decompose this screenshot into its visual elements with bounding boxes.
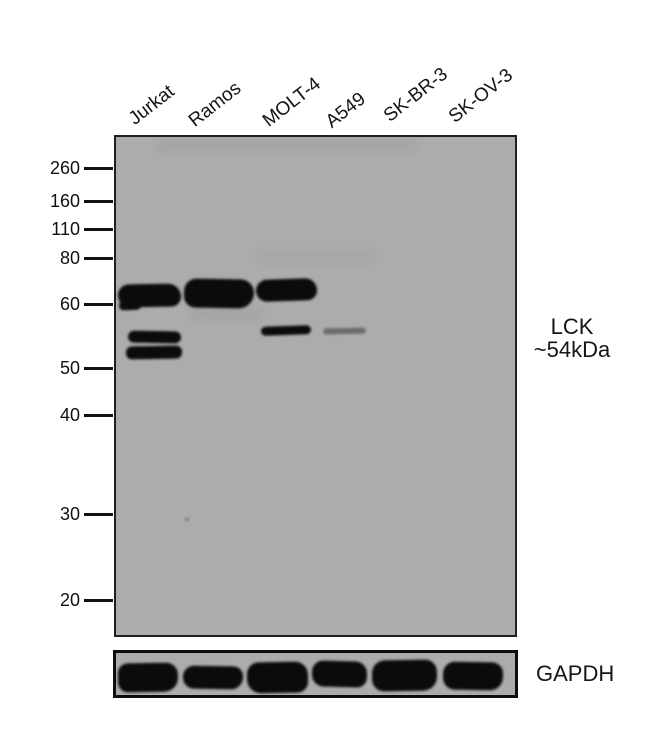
band-lck-a549-faint (322, 327, 367, 335)
mw-label-160: 160 (49, 191, 80, 211)
mw-tick-80 (84, 257, 113, 260)
target-size-label: ~54kDa (533, 337, 611, 362)
target-name-label: LCK (550, 314, 594, 339)
lane-label-skov3: SK-OV-3 (444, 64, 517, 128)
mw-label-110: 110 (51, 219, 80, 239)
membrane-smudge (191, 309, 261, 319)
lane-label-ramos: Ramos (184, 77, 246, 132)
mw-tick-40 (84, 414, 113, 417)
lck-membrane-panel (114, 135, 517, 637)
mw-label-20: 20 (59, 590, 80, 610)
mw-label-50: 50 (59, 358, 80, 378)
mw-label-30: 30 (59, 504, 80, 524)
membrane-speck (185, 518, 189, 521)
mw-tick-30 (84, 513, 113, 516)
mw-label-60: 60 (59, 294, 80, 314)
lane-label-jurkat: Jurkat (124, 81, 179, 130)
band-lck-jurkat-doublet-lower (125, 345, 183, 360)
target-annotation: LCK ~54kDa (531, 315, 613, 361)
band-gapdh-jurkat (117, 662, 179, 693)
band-lck-ramos-main (183, 278, 255, 309)
band-lck-jurkat-main-tail (118, 300, 142, 311)
band-lck-molt4-main (255, 277, 318, 303)
gapdh-membrane-panel (113, 650, 518, 698)
band-gapdh-skov3 (442, 661, 504, 691)
mw-tick-20 (84, 599, 113, 602)
mw-tick-60 (84, 303, 113, 306)
membrane-smudge (156, 142, 416, 150)
mw-label-80: 80 (59, 248, 80, 268)
lane-label-a549: A549 (321, 88, 370, 133)
mw-label-260: 260 (49, 158, 80, 178)
membrane-smudge (256, 252, 376, 262)
band-gapdh-ramos (182, 665, 244, 690)
band-gapdh-skbr3 (371, 659, 438, 692)
mw-tick-260 (84, 167, 113, 170)
mw-tick-50 (84, 367, 113, 370)
mw-label-40: 40 (59, 405, 80, 425)
mw-tick-110 (84, 228, 113, 231)
band-lck-molt4-thin (260, 325, 312, 336)
loading-control-label: GAPDH (536, 661, 615, 686)
lane-label-skbr3: SK-BR-3 (379, 63, 452, 127)
band-gapdh-a549 (311, 660, 368, 688)
band-gapdh-molt4 (246, 661, 309, 694)
lane-label-molt4: MOLT-4 (258, 73, 325, 132)
band-lck-jurkat-doublet-upper (127, 330, 182, 344)
mw-tick-160 (84, 200, 113, 203)
